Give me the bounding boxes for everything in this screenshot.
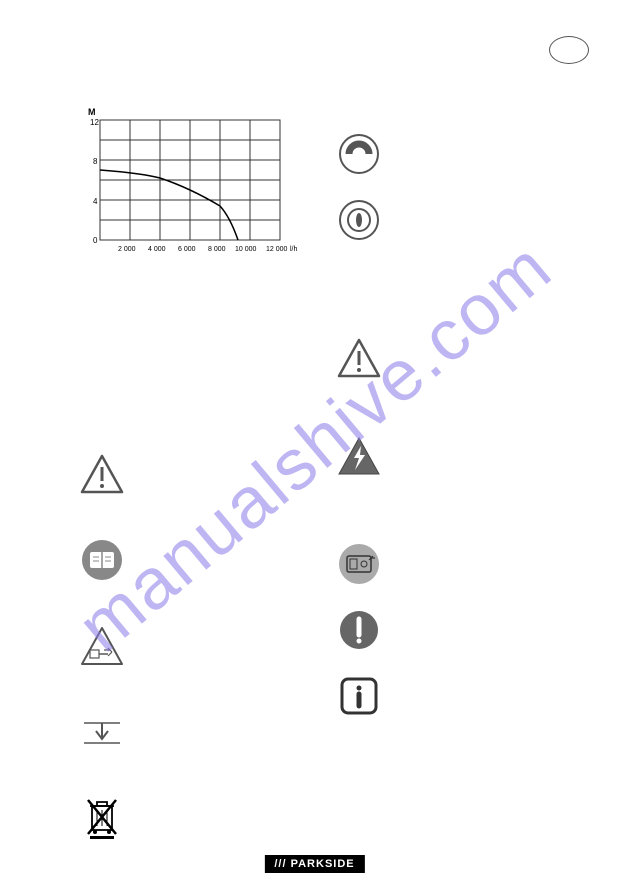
svg-text:12 000: 12 000 [266, 246, 288, 253]
svg-text:6 000: 6 000 [178, 246, 196, 253]
svg-text:8: 8 [93, 157, 98, 166]
rcd-icon [335, 540, 383, 588]
unplug-warning-icon [78, 622, 126, 670]
float-down-icon [335, 196, 383, 244]
info-square-icon [335, 672, 383, 720]
svg-text:M: M [88, 107, 96, 117]
svg-text:8 000: 8 000 [208, 246, 226, 253]
electric-shock-icon [335, 432, 383, 480]
right-icon-column [335, 130, 383, 720]
manual-book-icon [78, 536, 126, 584]
svg-text:10 000: 10 000 [235, 246, 257, 253]
svg-text:l/h: l/h [290, 246, 298, 253]
page-number-badge [549, 36, 589, 64]
svg-text:4 000: 4 000 [148, 246, 166, 253]
watermark-text: manualshive.com [62, 225, 567, 667]
immersion-depth-icon [78, 708, 126, 756]
attention-triangle-icon [335, 334, 383, 382]
notice-circle-icon [335, 606, 383, 654]
float-up-icon [335, 130, 383, 178]
svg-text:0: 0 [93, 236, 98, 245]
weee-bin-icon [78, 794, 126, 842]
left-icon-column [78, 450, 126, 842]
svg-text:4: 4 [93, 197, 98, 206]
svg-text:2 000: 2 000 [118, 246, 136, 253]
performance-chart: M 12 8 4 0 2 000 4 000 6 000 8 000 10 00… [80, 105, 300, 255]
warning-triangle-icon [78, 450, 126, 498]
svg-text:12: 12 [90, 118, 99, 127]
brand-footer: /// PARKSIDE [264, 855, 364, 873]
